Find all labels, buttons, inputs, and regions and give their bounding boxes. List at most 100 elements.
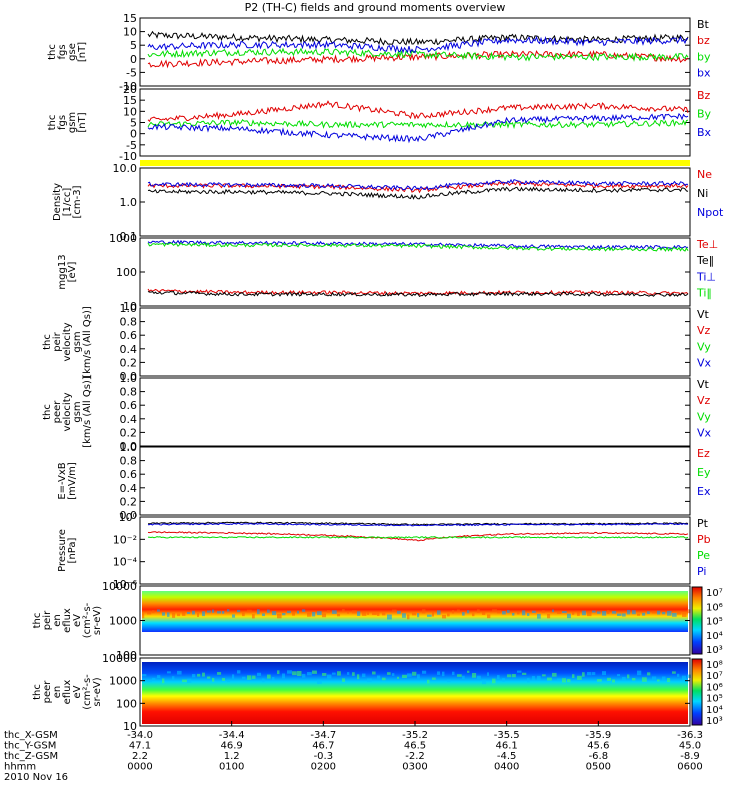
ylabel-line: sr-eV): [92, 606, 103, 635]
xaxis-value: -0.3: [314, 751, 334, 762]
spectrogram-texture: [412, 671, 417, 676]
legend-Bx: Bx: [697, 126, 712, 139]
ytick-label: 0: [130, 53, 137, 66]
spectrogram-texture: [377, 612, 380, 616]
spectrogram-texture: [307, 672, 312, 676]
spectrogram-texture: [477, 675, 481, 679]
spectrogram-texture: [602, 671, 607, 676]
spectrogram-texture: [382, 612, 386, 616]
ytick-label: 1000: [109, 675, 137, 688]
spectrogram-texture: [667, 610, 672, 616]
spectrogram-texture: [407, 673, 412, 677]
xaxis-value: -36.3: [677, 730, 703, 741]
legend-Ti‖: Ti‖: [696, 287, 712, 300]
spectrogram-texture: [182, 679, 187, 683]
spectrogram-texture: [372, 612, 377, 616]
spectrogram-texture: [507, 609, 510, 613]
xaxis-value: -35.9: [585, 730, 611, 741]
legend-Vt: Vt: [697, 308, 710, 321]
spectrogram-texture: [517, 611, 520, 615]
series-bz: [147, 49, 689, 69]
spectrogram-texture: [587, 672, 592, 676]
spectrogram-texture: [637, 670, 642, 676]
spectrogram-texture: [362, 673, 366, 678]
spectrogram-texture: [642, 612, 646, 616]
xaxis-value: 46.9: [221, 741, 243, 752]
ytick-label: 0.6: [120, 468, 138, 481]
spectrogram-texture: [567, 678, 571, 683]
ylabel-line: en: [52, 686, 63, 699]
spectrogram-texture: [242, 676, 246, 679]
xaxis-value: 45.0: [679, 741, 701, 752]
colorbar-label: 10⁵: [706, 617, 723, 628]
spectrogram-texture: [382, 677, 386, 681]
spectrogram-texture: [662, 676, 666, 681]
spectrogram-texture: [342, 609, 345, 613]
spectrogram-texture: [632, 610, 636, 615]
xaxis-value: 46.5: [404, 741, 426, 752]
ytick-label: 0.2: [120, 426, 138, 439]
ytick-label: -5: [126, 139, 137, 152]
spectrogram-texture: [157, 609, 160, 612]
spectrogram-texture: [402, 674, 407, 678]
ylabel-line: gsm: [72, 331, 83, 352]
spectrogram-texture: [577, 675, 582, 680]
xaxis-value: -35.5: [494, 730, 520, 741]
ylabel-line: thc: [47, 115, 58, 131]
ylabel-line: velocity: [62, 322, 73, 361]
legend-by: by: [697, 50, 711, 63]
spectrogram-texture: [197, 673, 201, 677]
legend-Pi: Pi: [697, 565, 706, 578]
ytick-label: 0.1: [120, 230, 138, 243]
series-Bz: [147, 100, 689, 123]
ytick-label: 0.0: [120, 370, 138, 383]
series-Ti‖: [147, 242, 689, 252]
spectrogram-texture: [327, 610, 330, 613]
ylabel-line: en: [52, 614, 63, 627]
series-by: [147, 47, 689, 62]
spectrogram-texture: [562, 678, 566, 683]
colorbar-label: 10⁷: [706, 671, 723, 682]
spectrogram-texture: [512, 612, 515, 616]
ytick-label: 1.0: [120, 441, 138, 454]
spectrogram-texture: [612, 679, 616, 683]
spectrogram-texture: [582, 672, 585, 677]
spectrogram-texture: [227, 609, 230, 612]
ytick-label: 1.0: [120, 302, 138, 315]
spectrogram-texture: [297, 610, 300, 614]
spectrogram-texture: [552, 609, 555, 613]
legend-Vx: Vx: [697, 427, 712, 440]
spectrogram-texture: [302, 674, 306, 678]
xaxis-value: 0300: [402, 762, 427, 773]
xaxis-value: 1.2: [224, 751, 240, 762]
spectrogram-texture: [332, 610, 337, 614]
xaxis-value: -4.5: [497, 751, 517, 762]
spectrogram-texture: [497, 610, 502, 614]
spectrogram-image: [142, 662, 688, 724]
spectrogram-texture: [622, 676, 626, 681]
ylabel-line: thc: [47, 44, 58, 60]
spectrogram-texture: [372, 671, 376, 675]
ytick-label: 1.0: [120, 196, 138, 209]
spectrogram-texture: [512, 674, 516, 678]
spectrogram-texture: [177, 613, 181, 617]
xaxis-value: -34.7: [310, 730, 336, 741]
series-Bt: [147, 30, 689, 46]
ytick-label: 100: [116, 649, 137, 662]
spectrogram-texture: [272, 611, 277, 616]
spectrogram-texture: [687, 609, 691, 614]
ylabel-line: velocity: [62, 392, 73, 431]
xaxis-row-label: thc_Z-GSM: [4, 751, 58, 762]
legend-Pt: Pt: [697, 517, 709, 530]
spectrogram-texture: [522, 610, 526, 616]
spectrogram-texture: [237, 609, 241, 613]
spectrogram-texture: [257, 609, 260, 615]
ylabel-line: gsm: [67, 112, 78, 133]
ylabel-line: [nT]: [77, 42, 88, 62]
spectrogram-texture: [477, 609, 480, 613]
spectrogram-texture: [167, 612, 170, 617]
ylabel-line: Density: [52, 183, 63, 221]
spectrogram-texture: [157, 675, 161, 679]
ylabel-line: [mV/m]: [67, 462, 78, 500]
ylabel-line: (cm²-s-: [82, 602, 93, 638]
